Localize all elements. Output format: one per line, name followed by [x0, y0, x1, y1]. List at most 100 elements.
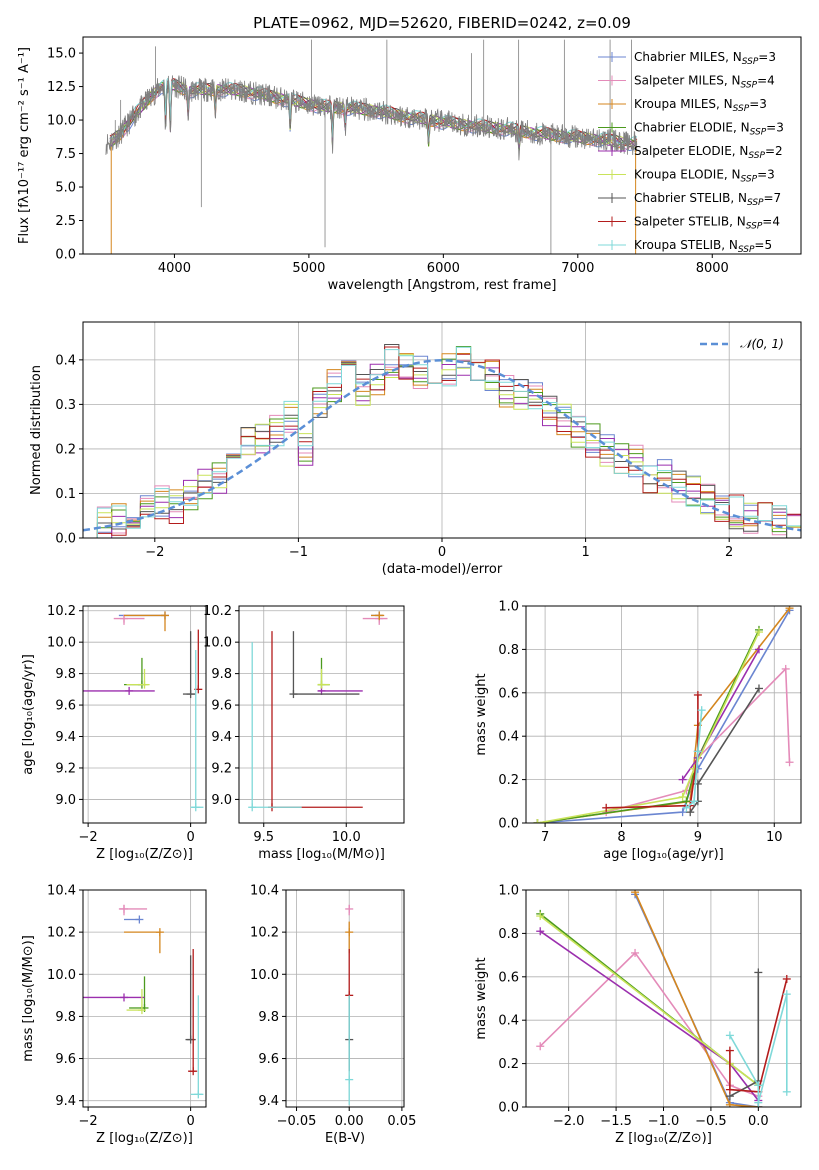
legend-label: Salpeter STELIB, NSSP=4 [634, 215, 780, 232]
y-tick-label: 15.0 [47, 47, 76, 62]
x-tick-label: −1 [289, 545, 308, 560]
x-tick-label: 1 [581, 545, 589, 560]
y-tick-label: 0.3 [55, 398, 76, 413]
y-tick-label: 10.2 [47, 926, 76, 941]
y-tick-label: 10.0 [203, 636, 232, 651]
plot-area [105, 39, 638, 254]
x-axis-label: age [log₁₀(age/yr)] [603, 847, 724, 862]
normal-curve [83, 359, 801, 532]
x-axis-label: mass [log₁₀(M/M⊙)] [258, 847, 385, 862]
x-tick-label: −0.05 [277, 1114, 317, 1129]
y-tick-label: 10.4 [250, 884, 279, 899]
observed-spectrum-line [105, 75, 638, 161]
plot-area [83, 611, 204, 812]
x-tick-label: −2.0 [553, 1114, 585, 1129]
y-tick-label: 9.0 [55, 793, 76, 808]
x-tick-label: 10 [766, 830, 783, 845]
x-tick-label: 0 [438, 545, 446, 560]
x-tick-label: 0.0 [748, 1114, 769, 1129]
spectrum-plot: 4000 5000 6000 7000 8000 0.0 2.5 5.0 7.5 10.0 12.5… [17, 36, 802, 293]
y-tick-label: 10.4 [47, 884, 76, 899]
legend-label: Salpeter MILES, NSSP=4 [634, 74, 775, 91]
x-tick-label: 5000 [292, 261, 325, 276]
x-tick-label: −1.5 [600, 1114, 632, 1129]
mass-weight-line [537, 629, 760, 823]
y-tick-label: 0.4 [498, 730, 519, 745]
x-axis-label: E(B-V) [325, 1131, 365, 1146]
mass-weight-line [689, 688, 760, 813]
x-axis-label: Z [log₁₀(Z/Z⊙)] [615, 1131, 712, 1146]
y-tick-label: 9.4 [258, 1094, 279, 1109]
mass-weight-line [537, 609, 791, 823]
x-tick-label: 7 [541, 830, 549, 845]
x-tick-label: −2 [145, 545, 164, 560]
age-vs-z-plot: −2 0 9.0 9.2 9.4 9.6 9.8 10.0 10.2 Z [log₁₀(Z/Z⊙)… [21, 604, 207, 862]
y-tick-label: 7.5 [55, 147, 76, 162]
mass-weight-vs-z-plot: −2.0 −1.5 −1.0 −0.5 0.0 0.0 0.2 0.4 0.6 0.8 1.0 Z [… [474, 884, 802, 1146]
figure-title: PLATE=0962, MJD=52620, FIBERID=0242, z=0… [253, 14, 631, 32]
x-tick-label: 8000 [696, 261, 729, 276]
plot-area [83, 344, 801, 538]
y-tick-label: 0.4 [498, 1014, 519, 1029]
y-axis-label: age [log₁₀(age/yr)] [21, 654, 36, 775]
y-tick-label: 9.4 [55, 730, 76, 745]
y-tick-label: 9.6 [258, 1052, 279, 1067]
y-tick-label: 9.2 [211, 761, 232, 776]
y-tick-label: 0.8 [498, 643, 519, 658]
y-tick-label: 9.6 [211, 699, 232, 714]
x-tick-label: 9 [694, 830, 702, 845]
legend-label: Kroupa MILES, NSSP=3 [634, 97, 767, 114]
x-tick-label: 9.5 [253, 830, 274, 845]
plot-area [345, 904, 354, 1105]
y-tick-label: 12.5 [47, 80, 76, 95]
x-tick-label: 0 [186, 830, 194, 845]
legend-label: 𝒩(0, 1) [740, 337, 784, 351]
y-tick-label: 10.0 [47, 968, 76, 983]
y-tick-label: 10.0 [250, 968, 279, 983]
mass-weight-line [606, 695, 699, 809]
y-tick-label: 9.8 [211, 667, 232, 682]
legend-label: Kroupa STELIB, NSSP=5 [634, 238, 772, 255]
x-tick-label: −2 [79, 1114, 98, 1129]
residual-histogram [83, 346, 801, 538]
y-tick-label: 9.0 [211, 793, 232, 808]
y-axis-label: mass [log₁₀(M/M⊙)] [21, 935, 36, 1062]
y-tick-label: 9.2 [55, 761, 76, 776]
y-tick-label: 0.1 [55, 487, 76, 502]
y-tick-label: 0.0 [498, 817, 519, 832]
mass-weight-line [539, 915, 759, 1086]
mass-weight-line [539, 930, 759, 1101]
legend-label: Salpeter ELODIE, NSSP=2 [634, 144, 783, 161]
y-tick-label: 0.6 [498, 686, 519, 701]
age-vs-mass-plot: 9.5 10.0 9.0 9.2 9.4 9.6 9.8 10.0 10.2 mass [log₁… [203, 604, 405, 862]
mass-weight-line [634, 893, 759, 1107]
y-axis-label: mass weight [474, 673, 489, 755]
x-tick-label: 0.05 [387, 1114, 416, 1129]
mass-weight-line [729, 978, 788, 1093]
mass-weight-line [537, 607, 791, 823]
mass-weight-line [685, 710, 703, 809]
y-tick-label: 9.8 [258, 1010, 279, 1025]
y-tick-label: 0.0 [55, 248, 76, 263]
y-tick-label: 1.0 [498, 884, 519, 899]
mass-weight-line [634, 891, 759, 1107]
x-tick-label: 10.0 [332, 830, 361, 845]
x-axis-label: Z [log₁₀(Z/Z⊙)] [96, 847, 193, 862]
legend-label: Chabrier STELIB, NSSP=7 [634, 191, 781, 208]
mass-weight-line [537, 631, 760, 823]
axes-frame [525, 605, 802, 824]
axes-frame [82, 36, 802, 255]
y-tick-label: 9.6 [55, 699, 76, 714]
y-axis-label: Normed distribution [29, 365, 44, 495]
y-tick-label: 0.2 [498, 773, 519, 788]
x-axis-label: (data-model)/error [382, 562, 503, 577]
residual-histogram [83, 346, 801, 538]
legend-label: Kroupa ELODIE, NSSP=3 [634, 168, 775, 185]
plot-area [536, 890, 791, 1107]
y-tick-label: 10.2 [47, 604, 76, 619]
y-tick-label: 0.6 [498, 970, 519, 985]
residuals-plot: −2 −1 0 1 2 0.0 0.1 0.2 0.3 0.4 (data-model)/error… [29, 321, 802, 577]
y-tick-label: 10.2 [250, 926, 279, 941]
plot-area [83, 904, 204, 1099]
y-tick-label: 9.8 [55, 1010, 76, 1025]
